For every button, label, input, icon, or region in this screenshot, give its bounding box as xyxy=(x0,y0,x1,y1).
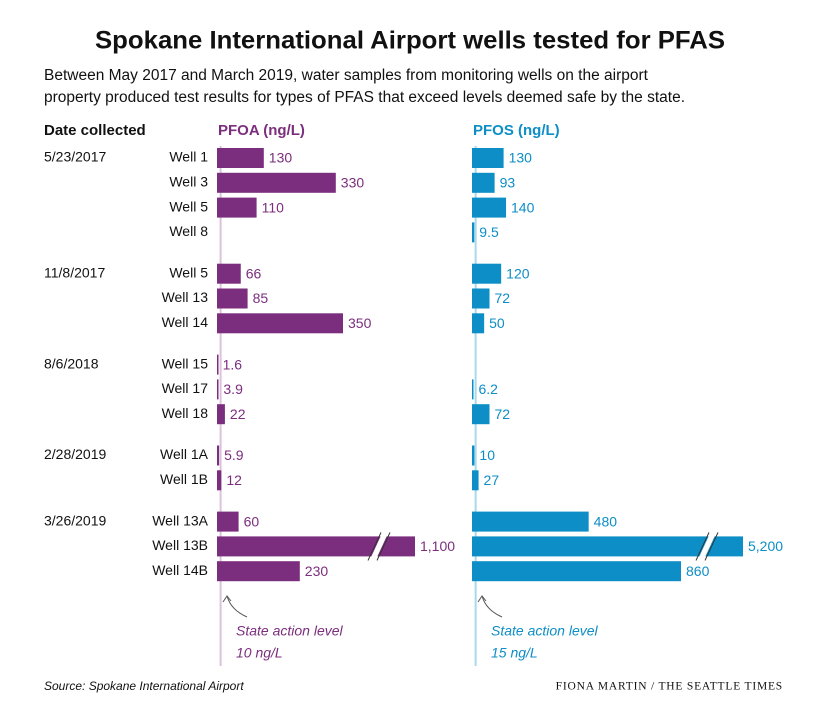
value-label: 93 xyxy=(500,175,516,191)
bar xyxy=(472,470,479,491)
bar xyxy=(472,197,507,218)
well-label: Well 1B xyxy=(160,471,208,487)
bar xyxy=(217,536,415,557)
bar xyxy=(217,172,336,193)
annotation-arrowhead xyxy=(222,595,232,603)
bar xyxy=(472,148,504,168)
value-label: 1.6 xyxy=(223,356,243,372)
value-label: 5.9 xyxy=(224,447,244,463)
value-label: 130 xyxy=(509,150,533,166)
series-header: PFOA (ng/L) xyxy=(218,122,305,139)
well-label: Well 1A xyxy=(160,446,209,462)
value-label: 22 xyxy=(230,406,246,422)
well-label: Well 8 xyxy=(169,223,208,239)
well-label: Well 13B xyxy=(152,537,208,553)
bar xyxy=(217,148,264,168)
value-label: 140 xyxy=(511,199,535,215)
bar xyxy=(217,445,220,466)
value-label: 50 xyxy=(489,315,505,331)
bar xyxy=(217,354,219,375)
well-label: Well 14B xyxy=(152,562,208,578)
annotation-arrowhead xyxy=(477,595,487,603)
credit: FIONA MARTIN / THE SEATTLE TIMES xyxy=(556,681,783,693)
value-label: 480 xyxy=(594,513,618,529)
value-label: 3.9 xyxy=(223,381,243,397)
well-label: Well 13 xyxy=(162,289,209,305)
bar xyxy=(472,561,682,582)
value-label: 1,100 xyxy=(420,538,455,554)
bar xyxy=(472,511,589,532)
well-label: Well 13A xyxy=(152,512,208,528)
annotation: 15 ng/L xyxy=(491,645,538,661)
source: Source: Spokane International Airport xyxy=(44,679,244,693)
well-label: Well 15 xyxy=(162,355,209,371)
chart-title: Spokane International Airport wells test… xyxy=(95,27,725,55)
bar xyxy=(217,197,257,218)
well-label: Well 18 xyxy=(162,405,209,421)
value-label: 350 xyxy=(348,315,372,331)
bar xyxy=(472,172,495,193)
value-label: 60 xyxy=(244,513,260,529)
bar xyxy=(472,288,490,309)
bar xyxy=(217,470,222,491)
value-label: 85 xyxy=(253,290,269,306)
bar xyxy=(217,404,225,425)
break-gap xyxy=(370,533,388,560)
bar xyxy=(217,263,241,284)
date-label: 11/8/2017 xyxy=(44,264,105,280)
date-label: 8/6/2018 xyxy=(44,355,99,371)
well-label: Well 17 xyxy=(162,380,209,396)
well-label: Well 5 xyxy=(169,198,208,214)
bar xyxy=(217,511,239,532)
bar xyxy=(217,288,248,309)
value-label: 5,200 xyxy=(748,538,783,554)
date-label: 3/26/2019 xyxy=(44,512,106,528)
date-label: 2/28/2019 xyxy=(44,446,106,462)
break-mark xyxy=(367,532,382,561)
break-mark xyxy=(695,532,710,561)
series-header: PFOS (ng/L) xyxy=(473,122,560,139)
bar xyxy=(217,561,300,582)
break-mark xyxy=(376,532,391,561)
value-label: 72 xyxy=(494,290,510,306)
well-label: Well 5 xyxy=(169,264,208,280)
value-label: 9.5 xyxy=(479,224,499,240)
value-label: 230 xyxy=(305,563,329,579)
value-label: 10 xyxy=(479,447,495,463)
value-label: 12 xyxy=(226,472,242,488)
value-label: 860 xyxy=(686,563,710,579)
value-label: 72 xyxy=(494,406,510,422)
value-label: 66 xyxy=(246,265,262,281)
subtitle-line: property produced test results for types… xyxy=(44,89,685,106)
break-gap xyxy=(698,533,716,560)
value-label: 27 xyxy=(484,472,500,488)
annotation: 10 ng/L xyxy=(236,645,283,661)
value-label: 120 xyxy=(506,265,530,281)
annotation-arrow xyxy=(226,595,248,618)
subtitle-line: Between May 2017 and March 2019, water s… xyxy=(44,67,649,84)
date-header: Date collected xyxy=(44,122,146,139)
value-label: 6.2 xyxy=(479,381,499,397)
bar xyxy=(472,445,475,466)
annotation: State action level xyxy=(491,623,599,639)
bar xyxy=(472,404,490,425)
annotation: State action level xyxy=(236,623,344,639)
well-label: Well 14 xyxy=(162,314,209,330)
value-label: 110 xyxy=(262,199,285,215)
well-label: Well 3 xyxy=(169,174,208,190)
date-label: 5/23/2017 xyxy=(44,149,106,165)
value-label: 130 xyxy=(269,150,293,166)
value-label: 330 xyxy=(341,175,365,191)
annotation-arrow xyxy=(481,595,503,618)
break-mark xyxy=(704,532,719,561)
bar xyxy=(217,313,343,334)
bar xyxy=(217,379,219,400)
bar xyxy=(472,313,485,334)
bar xyxy=(472,536,743,557)
bar xyxy=(472,222,475,243)
bar xyxy=(472,379,474,400)
bar xyxy=(472,263,502,284)
well-label: Well 1 xyxy=(169,149,208,165)
